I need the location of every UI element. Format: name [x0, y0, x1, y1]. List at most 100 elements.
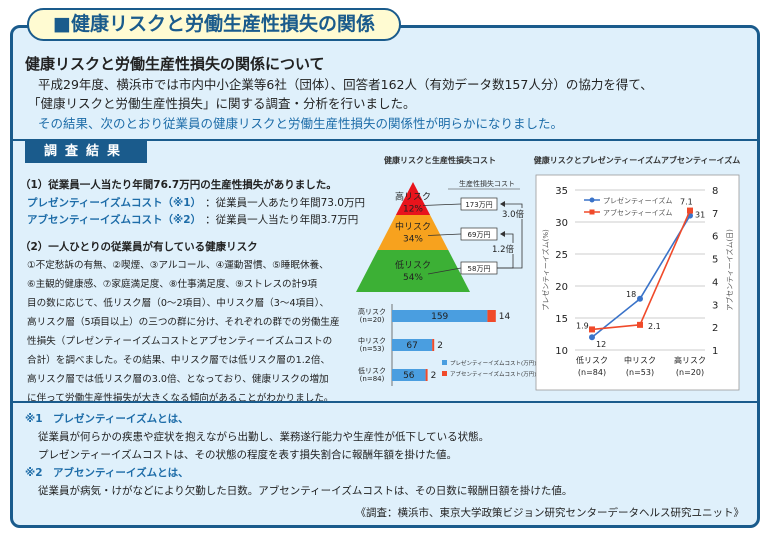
bar-value-absenteeism: 2	[431, 371, 437, 381]
bar-presenteeism	[392, 339, 433, 351]
leader-line	[422, 203, 462, 206]
arrowhead	[500, 231, 505, 237]
result-2-body: ①不定愁訴の有無、②喫煙、③アルコール、④運動習慣、⑤睡眠休養、 ⑥主観的健康感、…	[27, 256, 340, 408]
result-2-line: 高リスク層では低リスク層の3.0倍、となっており、健康リスクの増加	[27, 374, 329, 385]
data-label: 7.1	[680, 198, 693, 207]
bar-category-n: (n=84)	[360, 375, 385, 383]
ratio-label-bg	[490, 243, 516, 254]
bar-category-n: (n=20)	[360, 316, 385, 324]
pyramid-level-share: 12%	[403, 205, 423, 215]
legend-swatch	[442, 360, 447, 365]
legend-label: アブセンティーイズムコスト(万円)	[450, 370, 536, 378]
pyramid-level-name: 低リスク	[395, 259, 431, 271]
presenteeism-cost-row: プレゼンティーイズムコスト（※1） ：従業員一人あたり年間73.0万円	[27, 195, 365, 210]
leader-line	[427, 267, 462, 275]
pyramid-level-share: 54%	[403, 273, 423, 283]
intro-heading: 健康リスクと労働生産性損失の関係について	[25, 55, 325, 73]
intro-line-2: 「健康リスクと労働生産性損失」に関する調査・分析を行いました。	[28, 96, 416, 111]
bar-value-presenteeism: 67	[406, 341, 417, 351]
y2-tick-label: 4	[712, 277, 718, 288]
pyramid-title: 健康リスクと生産性損失コスト	[384, 155, 496, 165]
line-chart-frame	[535, 174, 740, 391]
data-point	[687, 207, 693, 214]
result-2-line: 目の数に応じて、低リスク層（0〜2項目）、中リスク層（3〜4項目）、	[27, 298, 330, 309]
y-tick-label: 25	[555, 250, 568, 261]
data-point	[637, 321, 643, 328]
pyramid-level-name: 高リスク	[395, 191, 431, 203]
bar-value-presenteeism: 56	[403, 371, 415, 381]
bar-absenteeism	[425, 369, 428, 381]
legend-label: プレゼンティーイズムコスト(万円)	[450, 359, 536, 367]
cost-value: 58万円	[468, 265, 491, 273]
y-tick-label: 35	[555, 186, 568, 197]
data-point	[589, 326, 595, 333]
cost-box	[460, 197, 498, 211]
y-tick-label: 10	[555, 346, 568, 357]
absenteeism-cost-row: アブセンティーイズムコスト（※2） ：従業員一人当たり年間3.7万円	[27, 212, 358, 227]
legend-label: プレゼンティーイズム	[603, 196, 672, 205]
bar-category-n: (n=53)	[360, 345, 385, 353]
cost-box	[460, 227, 498, 241]
ratio-label: 3.0倍	[502, 209, 525, 220]
note-2-heading: ※2 アブセンティーイズムとは、	[25, 467, 189, 479]
legend-marker	[589, 197, 595, 203]
bar-absenteeism	[432, 339, 435, 351]
bar-value-presenteeism: 159	[431, 312, 448, 322]
pyramid-level-name: 中リスク	[395, 221, 431, 233]
presenteeism-cost-value: ：従業員一人あたり年間73.0万円	[205, 197, 365, 209]
y2-tick-label: 7	[712, 209, 718, 220]
data-point	[589, 334, 595, 341]
y2-tick-label: 5	[712, 255, 718, 266]
divider	[13, 401, 757, 403]
bar-absenteeism	[487, 310, 496, 322]
intro-line-1: 平成29年度、横浜市では市内中小企業等6社（団体）、回答者162人（有効データ数…	[38, 77, 653, 92]
note-2-line-1: 従業員が病気・けがなどにより欠勤した日数。アブセンティーイズムコストは、その日数…	[38, 485, 573, 497]
result-2-line: ⑥主観的健康感、⑦家庭満足度、⑧仕事満足度、⑨ストレスの計9項	[27, 279, 317, 290]
y-tick-label: 15	[555, 314, 568, 325]
y-tick-label: 30	[555, 218, 568, 229]
ratio-label: 1.2倍	[492, 244, 515, 255]
note-1-heading: ※1 プレゼンティーイズムとは、	[25, 413, 189, 425]
legend-label: アブセンティーイズム	[603, 208, 672, 217]
y2-tick-label: 3	[712, 300, 718, 311]
y2-axis-label: アブセンティーイズム(日)	[725, 229, 734, 311]
line-chart-title: 健康リスクとプレゼンティーイズムアブセンティーイズム	[534, 155, 741, 165]
cost-value: 69万円	[468, 231, 491, 239]
presenteeism-cost-label: プレゼンティーイズムコスト（※1）	[27, 197, 202, 209]
data-label: 18	[626, 290, 636, 299]
cost-value: 173万円	[465, 201, 492, 209]
bar-value-absenteeism: 2	[437, 341, 443, 351]
absenteeism-cost-label: アブセンティーイズムコスト（※2）	[27, 214, 202, 226]
section-label: 調査結果	[25, 141, 147, 163]
bar-category-label: 高リスク	[358, 307, 386, 316]
y2-tick-label: 8	[712, 186, 718, 197]
legend-marker	[589, 209, 595, 215]
bar-category-label: 低リスク	[358, 366, 386, 375]
data-label: 2.1	[648, 322, 661, 331]
data-label: 1.9	[576, 321, 589, 330]
x-category-label: 低リスク	[576, 355, 608, 365]
x-category-n: (n=53)	[626, 368, 654, 377]
ratio-label-bg	[500, 208, 526, 219]
y-axis-label: プレゼンティーイズム(%)	[541, 229, 550, 311]
pyramid-level-share: 34%	[403, 235, 423, 245]
result-2-line: 合計）を調べました。その結果、中リスク層では低リスク層の1.2倍、	[27, 355, 331, 366]
divider	[13, 139, 757, 141]
x-category-n: (n=84)	[578, 368, 606, 377]
bar-presenteeism	[392, 369, 426, 381]
result-1-heading: （1）従業員一人当たり年間76.7万円の生産性損失がありました。	[20, 179, 337, 191]
legend-swatch	[442, 371, 447, 376]
bar-category-label: 中リスク	[358, 336, 386, 345]
pyramid-band-1	[377, 215, 449, 250]
bar-presenteeism	[392, 310, 488, 322]
result-2-line: 性損失（プレゼンティーイズムコストとアブセンティーイズムコストの	[27, 336, 333, 347]
absenteeism-cost-value: ：従業員一人当たり年間3.7万円	[205, 214, 359, 226]
intro-line-3: その結果、次のとおり従業員の健康リスクと労働生産性損失の関係性が明らかになりまし…	[38, 116, 564, 131]
data-point	[637, 295, 643, 302]
data-label: 31	[695, 211, 705, 220]
x-category-label: 中リスク	[624, 355, 656, 365]
y2-tick-label: 6	[712, 232, 718, 243]
result-2-line: に伴って労働生産性損失が大きくなる傾向があることがわかりました。	[27, 393, 334, 404]
data-label: 12	[596, 340, 606, 349]
